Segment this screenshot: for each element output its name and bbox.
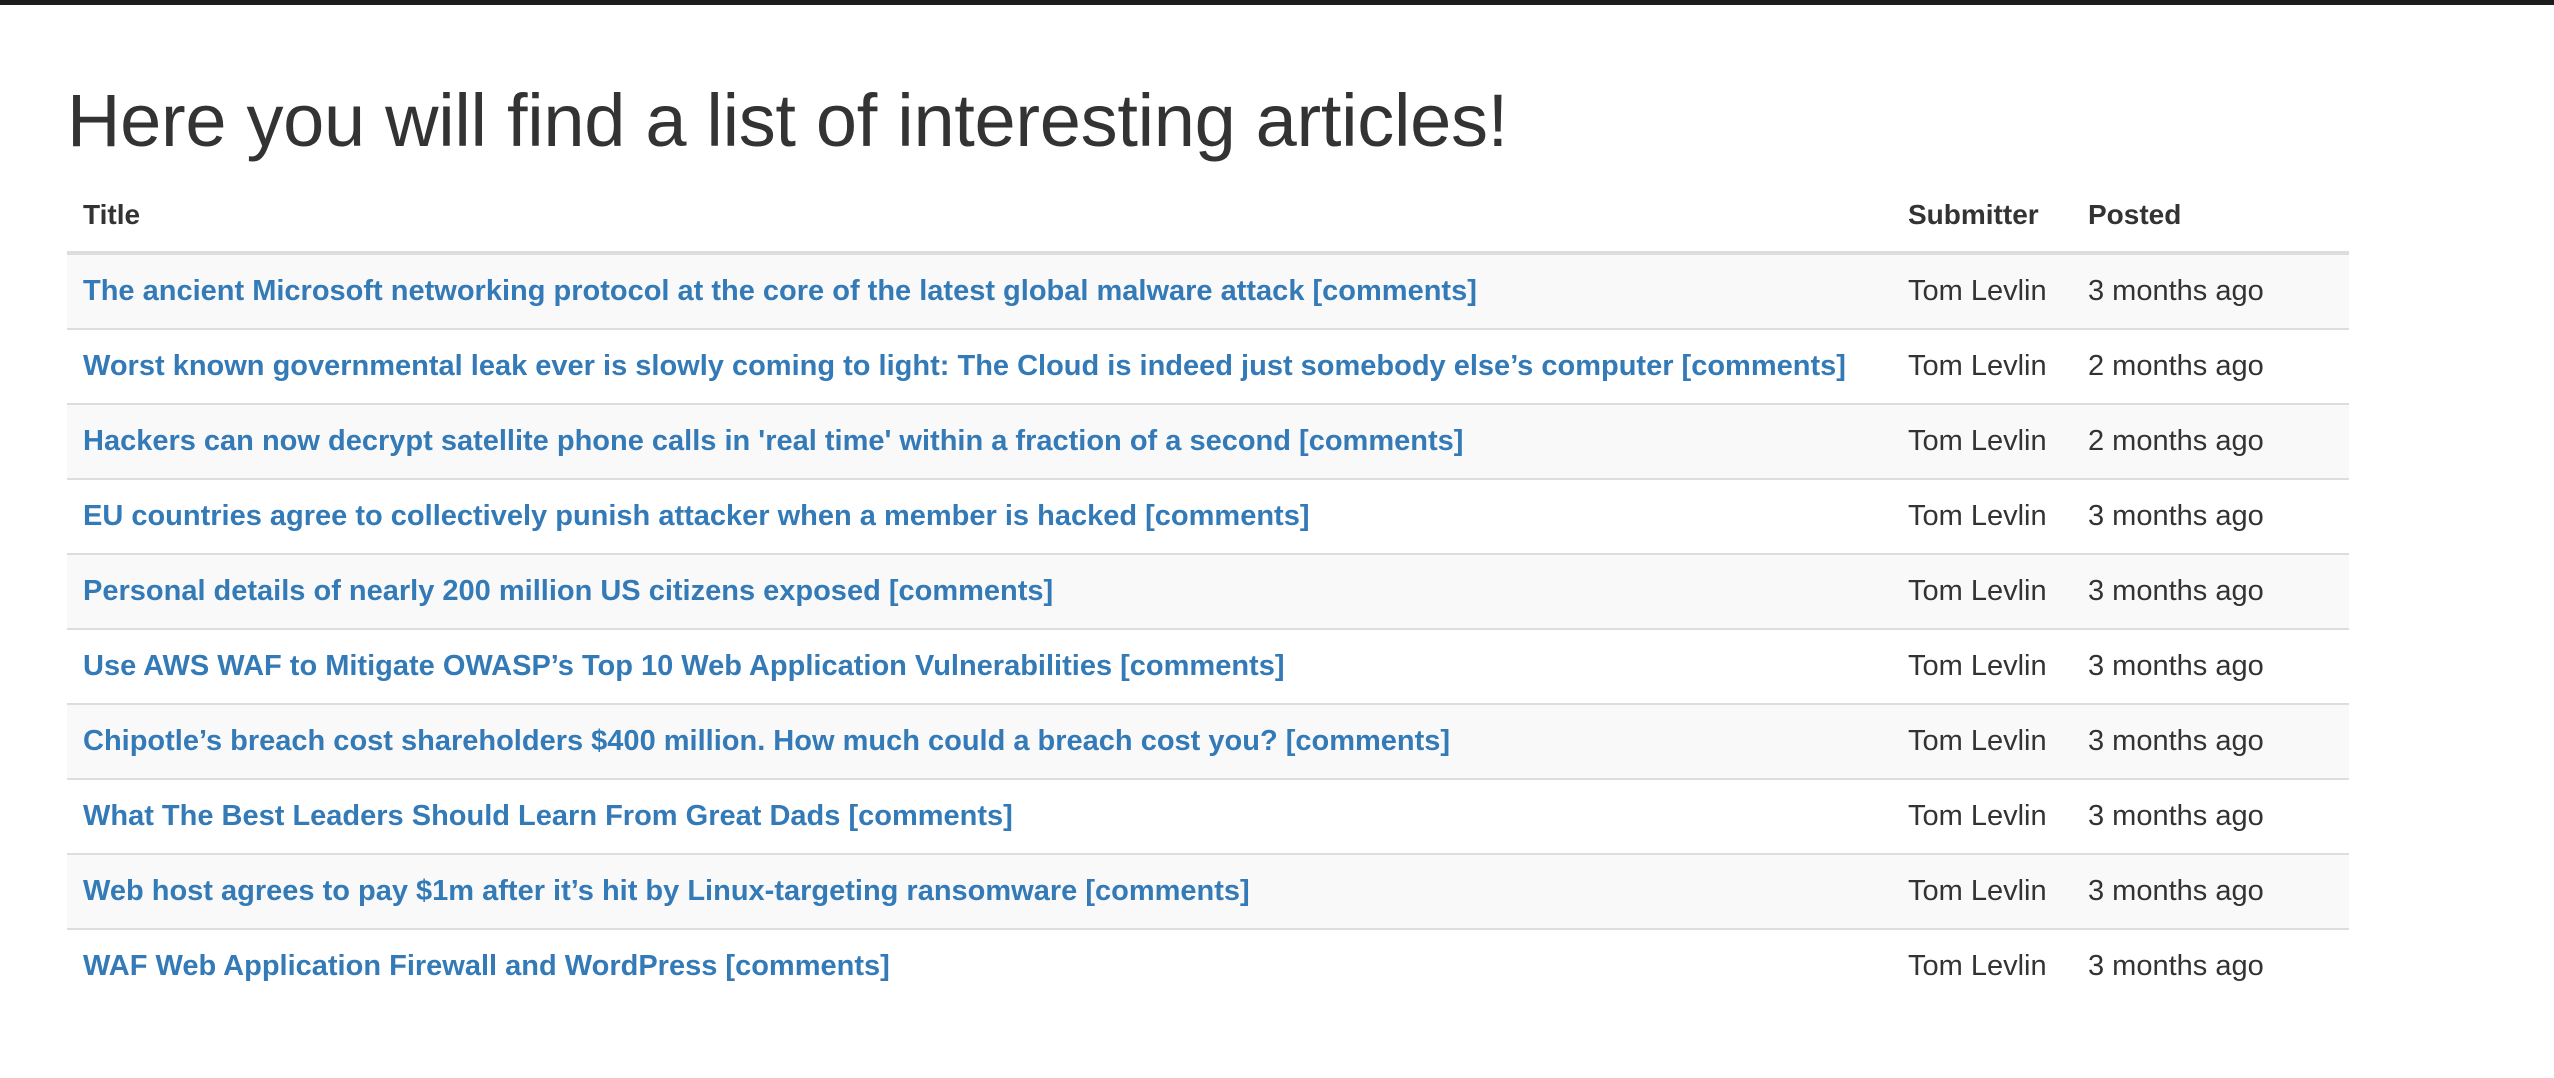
- column-header-submitter: Submitter: [1892, 195, 2072, 256]
- article-title-cell: Personal details of nearly 200 million U…: [67, 553, 1892, 630]
- table-row: EU countries agree to collectively punis…: [67, 478, 2349, 555]
- top-bar: [0, 0, 2554, 5]
- table-row: What The Best Leaders Should Learn From …: [67, 778, 2349, 855]
- comments-link[interactable]: [comments]: [1681, 350, 1846, 383]
- article-title-cell: The ancient Microsoft networking protoco…: [67, 253, 1892, 330]
- table-row: Personal details of nearly 200 million U…: [67, 553, 2349, 630]
- posted-cell: 3 months ago: [2072, 553, 2349, 630]
- article-link[interactable]: What The Best Leaders Should Learn From …: [83, 800, 841, 833]
- articles-table: Title Submitter Posted The ancient Micro…: [67, 195, 2349, 1004]
- comments-link[interactable]: [comments]: [1120, 650, 1285, 683]
- comments-link[interactable]: [comments]: [1312, 275, 1477, 308]
- main-content: Here you will find a list of interesting…: [67, 79, 2349, 1004]
- submitter-cell: Tom Levlin: [1892, 478, 2072, 555]
- article-link[interactable]: Personal details of nearly 200 million U…: [83, 575, 881, 608]
- article-title-cell: What The Best Leaders Should Learn From …: [67, 778, 1892, 855]
- article-title-cell: Worst known governmental leak ever is sl…: [67, 328, 1892, 405]
- table-row: The ancient Microsoft networking protoco…: [67, 253, 2349, 330]
- table-row: Worst known governmental leak ever is sl…: [67, 328, 2349, 405]
- article-link[interactable]: Web host agrees to pay $1m after it’s hi…: [83, 875, 1078, 908]
- table-row: Use AWS WAF to Mitigate OWASP’s Top 10 W…: [67, 628, 2349, 705]
- posted-cell: 3 months ago: [2072, 703, 2349, 780]
- comments-link[interactable]: [comments]: [1299, 425, 1464, 458]
- table-body: The ancient Microsoft networking protoco…: [67, 253, 2349, 1004]
- posted-cell: 2 months ago: [2072, 328, 2349, 405]
- submitter-cell: Tom Levlin: [1892, 628, 2072, 705]
- table-row: Chipotle’s breach cost shareholders $400…: [67, 703, 2349, 780]
- article-title-cell: EU countries agree to collectively punis…: [67, 478, 1892, 555]
- article-title-cell: WAF Web Application Firewall and WordPre…: [67, 928, 1892, 1004]
- posted-cell: 2 months ago: [2072, 403, 2349, 480]
- article-link[interactable]: Use AWS WAF to Mitigate OWASP’s Top 10 W…: [83, 650, 1113, 683]
- article-title-cell: Web host agrees to pay $1m after it’s hi…: [67, 853, 1892, 930]
- article-title-cell: Use AWS WAF to Mitigate OWASP’s Top 10 W…: [67, 628, 1892, 705]
- submitter-cell: Tom Levlin: [1892, 553, 2072, 630]
- article-link[interactable]: Hackers can now decrypt satellite phone …: [83, 425, 1291, 458]
- comments-link[interactable]: [comments]: [1285, 725, 1451, 758]
- column-header-posted: Posted: [2072, 195, 2349, 256]
- posted-cell: 3 months ago: [2072, 778, 2349, 855]
- table-row: Web host agrees to pay $1m after it’s hi…: [67, 853, 2349, 930]
- submitter-cell: Tom Levlin: [1892, 778, 2072, 855]
- article-title-cell: Hackers can now decrypt satellite phone …: [67, 403, 1892, 480]
- comments-link[interactable]: [comments]: [1085, 875, 1250, 908]
- comments-link[interactable]: [comments]: [1145, 500, 1310, 533]
- posted-cell: 3 months ago: [2072, 628, 2349, 705]
- article-link[interactable]: The ancient Microsoft networking protoco…: [83, 275, 1305, 308]
- submitter-cell: Tom Levlin: [1892, 253, 2072, 330]
- article-link[interactable]: Worst known governmental leak ever is sl…: [83, 350, 1674, 383]
- submitter-cell: Tom Levlin: [1892, 703, 2072, 780]
- comments-link[interactable]: [comments]: [725, 950, 890, 983]
- table-row: Hackers can now decrypt satellite phone …: [67, 403, 2349, 480]
- posted-cell: 3 months ago: [2072, 478, 2349, 555]
- submitter-cell: Tom Levlin: [1892, 403, 2072, 480]
- article-title-cell: Chipotle’s breach cost shareholders $400…: [67, 703, 1892, 780]
- article-link[interactable]: WAF Web Application Firewall and WordPre…: [83, 950, 718, 983]
- submitter-cell: Tom Levlin: [1892, 853, 2072, 930]
- table-header-row: Title Submitter Posted: [67, 195, 2349, 256]
- page-title: Here you will find a list of interesting…: [67, 79, 1508, 162]
- posted-cell: 3 months ago: [2072, 253, 2349, 330]
- comments-link[interactable]: [comments]: [848, 800, 1013, 833]
- column-header-title: Title: [67, 195, 1892, 256]
- comments-link[interactable]: [comments]: [888, 575, 1054, 608]
- submitter-cell: Tom Levlin: [1892, 328, 2072, 405]
- article-link[interactable]: Chipotle’s breach cost shareholders $400…: [83, 725, 1278, 758]
- table-header: Title Submitter Posted: [67, 195, 2349, 256]
- posted-cell: 3 months ago: [2072, 928, 2349, 1004]
- posted-cell: 3 months ago: [2072, 853, 2349, 930]
- article-link[interactable]: EU countries agree to collectively punis…: [83, 500, 1138, 533]
- table-row: WAF Web Application Firewall and WordPre…: [67, 928, 2349, 1004]
- submitter-cell: Tom Levlin: [1892, 928, 2072, 1004]
